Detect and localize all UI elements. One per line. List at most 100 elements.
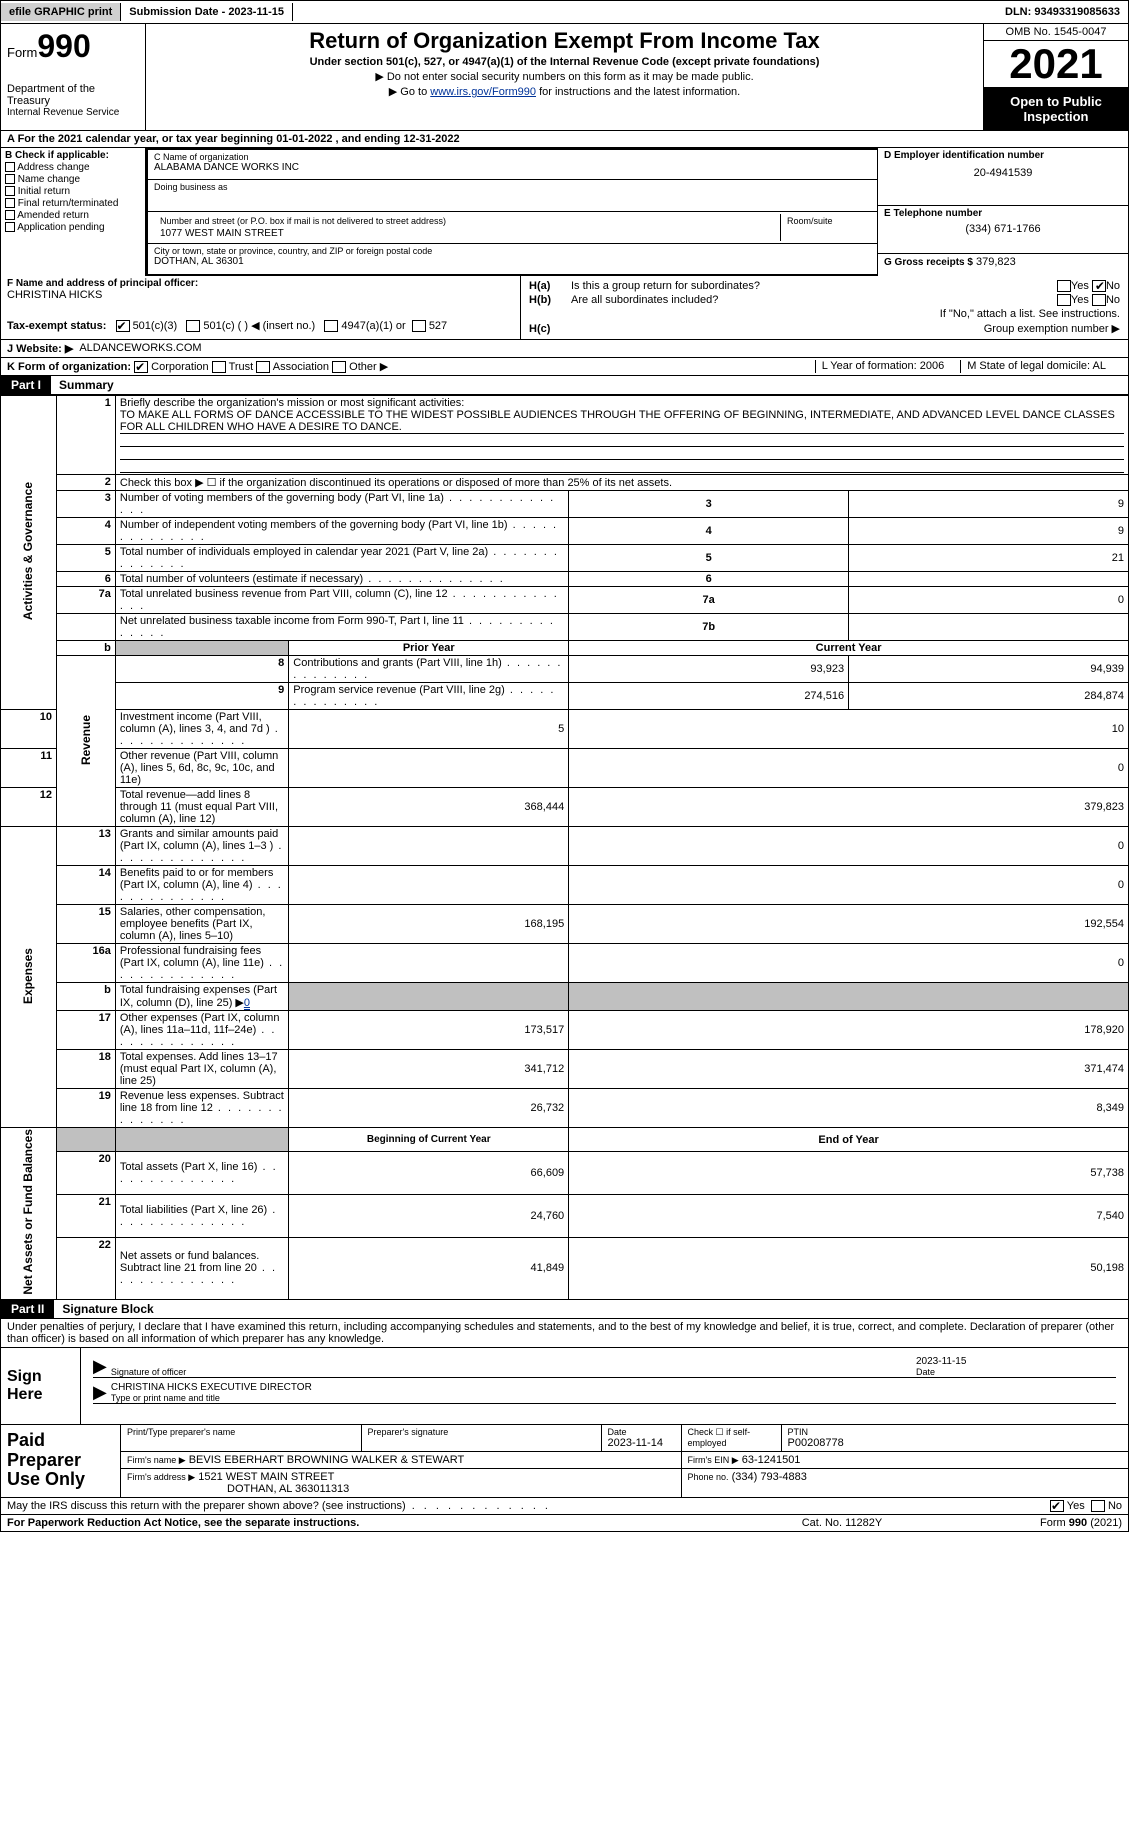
firm-name-lbl: Firm's name ▶: [127, 1455, 186, 1465]
hc-label: Group exemption number ▶: [571, 322, 1120, 335]
footer-row: For Paperwork Reduction Act Notice, see …: [0, 1515, 1129, 1532]
ha-no[interactable]: [1092, 280, 1106, 292]
ein-label: D Employer identification number: [884, 150, 1122, 161]
org-name-label: C Name of organization: [154, 152, 871, 162]
hb-no[interactable]: [1092, 294, 1106, 306]
form-note-1: ▶ Do not enter social security numbers o…: [152, 70, 977, 83]
ptin-value: P00208778: [788, 1437, 844, 1449]
form-title: Return of Organization Exempt From Incom…: [152, 28, 977, 54]
prior-year-hdr: Prior Year: [289, 641, 569, 656]
irs-link[interactable]: www.irs.gov/Form990: [430, 86, 536, 98]
omb-number: OMB No. 1545-0047: [984, 24, 1128, 41]
line-1-label: Briefly describe the organization's miss…: [120, 397, 1124, 409]
form-number: 990: [37, 28, 90, 64]
may-no[interactable]: [1091, 1500, 1105, 1512]
firm-ein: 63-1241501: [742, 1454, 801, 1466]
check-name-change[interactable]: Name change: [5, 174, 141, 185]
line-16b-val[interactable]: 0: [244, 997, 250, 1010]
check-501c3[interactable]: [116, 320, 130, 332]
check-trust[interactable]: [212, 361, 226, 373]
check-501c[interactable]: [186, 320, 200, 332]
column-b: B Check if applicable: Address change Na…: [1, 148, 146, 276]
check-527[interactable]: [412, 320, 426, 332]
firm-addr-lbl: Firm's address ▶: [127, 1472, 195, 1482]
may-yes[interactable]: [1050, 1500, 1064, 1512]
submission-date: Submission Date - 2023-11-15: [121, 3, 293, 21]
opt-501c: 501(c) ( ) ◀ (insert no.): [203, 320, 315, 332]
ha-yes[interactable]: [1057, 280, 1071, 292]
check-final-return[interactable]: Final return/terminated: [5, 198, 141, 209]
header-center: Return of Organization Exempt From Incom…: [146, 24, 983, 130]
officer-name: CHRISTINA HICKS: [7, 289, 514, 301]
officer-name-title: CHRISTINA HICKS EXECUTIVE DIRECTOR: [111, 1382, 312, 1393]
org-name: ALABAMA DANCE WORKS INC: [154, 162, 871, 173]
hb-yes[interactable]: [1057, 294, 1071, 306]
department-label: Department of the Treasury: [7, 83, 139, 107]
paperwork-notice: For Paperwork Reduction Act Notice, see …: [7, 1517, 742, 1529]
column-d: D Employer identification number 20-4941…: [878, 148, 1128, 276]
signature-arrow-icon: ▶: [93, 1356, 107, 1377]
section-b-c-d: B Check if applicable: Address change Na…: [0, 148, 1129, 276]
form-990-footer: Form 990 (2021): [942, 1517, 1122, 1529]
dba-label: Doing business as: [154, 182, 871, 192]
k-label: K Form of organization:: [7, 361, 131, 373]
ptin-lbl: PTIN: [788, 1427, 1123, 1437]
irs-label: Internal Revenue Service: [7, 107, 139, 118]
line-2: Check this box ▶ ☐ if the organization d…: [115, 475, 1128, 491]
officer-label: F Name and address of principal officer:: [7, 278, 514, 289]
signature-label: Signature of officer: [111, 1367, 916, 1377]
side-activities: Activities & Governance: [21, 482, 35, 620]
hb-question: Are all subordinates included?: [571, 294, 981, 306]
dln-label: DLN: 93493319085633: [997, 3, 1128, 21]
form-label: Form: [7, 45, 37, 60]
sign-here-label: Sign Here: [1, 1348, 81, 1424]
check-amended[interactable]: Amended return: [5, 210, 141, 221]
section-f-h: F Name and address of principal officer:…: [0, 276, 1129, 340]
form-id-cell: Form990 Department of the Treasury Inter…: [1, 24, 146, 130]
part-1-title: Summary: [51, 376, 122, 394]
check-other[interactable]: [332, 361, 346, 373]
name-label: Type or print name and title: [111, 1393, 1116, 1403]
top-bar: efile GRAPHIC print Submission Date - 20…: [0, 0, 1129, 24]
declaration-text: Under penalties of perjury, I declare th…: [0, 1319, 1129, 1348]
room-label: Room/suite: [787, 216, 865, 226]
efile-print-button[interactable]: efile GRAPHIC print: [1, 3, 121, 21]
opt-other: Other ▶: [349, 361, 388, 373]
form-subtitle: Under section 501(c), 527, or 4947(a)(1)…: [152, 56, 977, 68]
firm-name: BEVIS EBERHART BROWNING WALKER & STEWART: [189, 1454, 464, 1466]
signature-date: 2023-11-15: [916, 1356, 966, 1367]
ein-value: 20-4941539: [884, 161, 1122, 179]
row-k-org-form: K Form of organization: Corporation Trus…: [0, 358, 1129, 376]
part-1-hdr: Part I: [1, 376, 51, 394]
form-note-2: ▶ Go to www.irs.gov/Form990 for instruct…: [152, 85, 977, 98]
preparer-sig-lbl: Preparer's signature: [368, 1427, 595, 1437]
tel-value: (334) 671-1766: [884, 219, 1122, 235]
tel-label: E Telephone number: [884, 208, 1122, 219]
side-revenue: Revenue: [79, 715, 93, 765]
row-j-website: J Website: ▶ ALDANCEWORKS.COM: [0, 340, 1129, 358]
firm-addr2: DOTHAN, AL 363011313: [127, 1483, 675, 1495]
firm-phone: (334) 793-4883: [732, 1471, 807, 1483]
note2-pre: ▶ Go to: [389, 86, 430, 98]
tax-year: 2021: [984, 41, 1128, 88]
open-inspection-badge: Open to Public Inspection: [984, 88, 1128, 130]
check-address-change[interactable]: Address change: [5, 162, 141, 173]
check-corp[interactable]: [134, 361, 148, 373]
check-initial-return[interactable]: Initial return: [5, 186, 141, 197]
column-f: F Name and address of principal officer:…: [1, 276, 521, 339]
check-application-pending[interactable]: Application pending: [5, 222, 141, 233]
street-label: Number and street (or P.O. box if mail i…: [154, 214, 780, 228]
city-label: City or town, state or province, country…: [154, 246, 871, 256]
check-4947[interactable]: [324, 320, 338, 332]
col-b-label: B Check if applicable:: [5, 150, 141, 161]
website-value: ALDANCEWORKS.COM: [79, 342, 201, 355]
i-label: Tax-exempt status:: [7, 320, 106, 332]
firm-ein-lbl: Firm's EIN ▶: [688, 1455, 739, 1465]
preparer-date-lbl: Date: [608, 1427, 675, 1437]
name-arrow-icon: ▶: [93, 1382, 107, 1403]
ha-question: Is this a group return for subordinates?: [571, 280, 981, 292]
check-assoc[interactable]: [256, 361, 270, 373]
form-header: Form990 Department of the Treasury Inter…: [0, 24, 1129, 131]
line-16b-pre: Total fundraising expenses (Part IX, col…: [120, 984, 277, 1009]
date-label: Date: [916, 1367, 1116, 1377]
